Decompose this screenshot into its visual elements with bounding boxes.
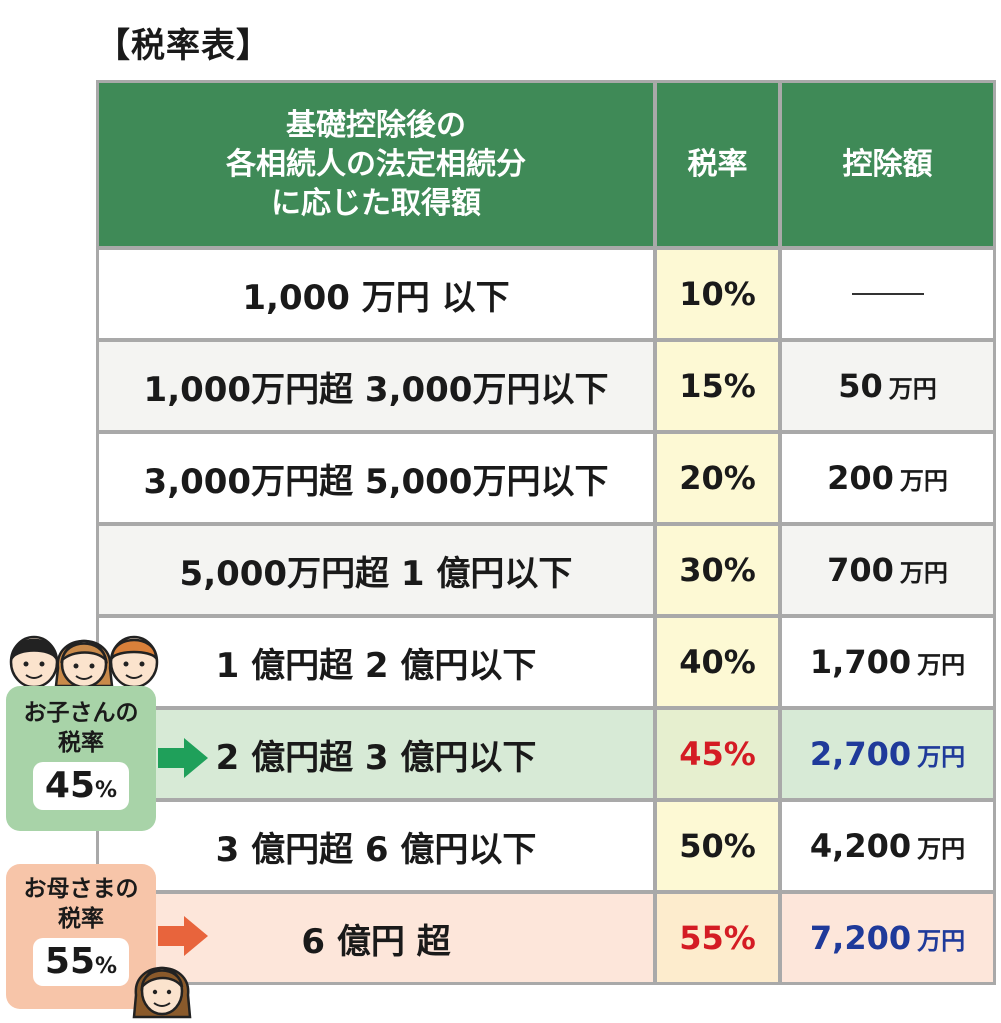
deduction-value: 7,200 (809, 919, 912, 957)
header-acquisition-amount: 基礎控除後の 各相続人の法定相続分 に応じた取得額 (99, 83, 653, 246)
row-rate: 20% (657, 434, 778, 522)
badge-value: 55% (33, 938, 129, 986)
badge-value: 45% (33, 762, 129, 810)
deduction-unit: 万円 (917, 742, 966, 771)
arrow-right-icon (158, 916, 208, 956)
row-amount: 1,000 万円 以下 (99, 250, 653, 338)
row-deduction: 4,200 万円 (782, 802, 993, 890)
row-deduction: 700 万円 (782, 526, 993, 614)
row-rate: 15% (657, 342, 778, 430)
mother-face-icon (132, 966, 192, 1019)
deduction-value: 1,700 (809, 643, 912, 681)
row-rate: 45% (657, 710, 778, 798)
mother-tax-rate-badge: お母さまの 税率 55% (6, 864, 156, 1009)
row-amount: 5,000万円超 1 億円以下 (99, 526, 653, 614)
row-deduction: 50 万円 (782, 342, 993, 430)
deduction-unit: 万円 (917, 834, 966, 863)
row-rate: 55% (657, 894, 778, 982)
header-tax-rate: 税率 (657, 83, 778, 246)
row-rate: 10% (657, 250, 778, 338)
deduction-unit: 万円 (917, 650, 966, 679)
deduction-unit: 万円 (888, 374, 937, 403)
row-deduction (782, 250, 993, 338)
row-rate: 30% (657, 526, 778, 614)
row-deduction: 2,700 万円 (782, 710, 993, 798)
deduction-value: 2,700 (809, 735, 912, 773)
badge-label: 税率 (58, 906, 104, 932)
header-line: 基礎控除後の (286, 108, 466, 143)
deduction-unit: 万円 (917, 926, 966, 955)
three-children-faces-icon (9, 635, 159, 689)
row-rate: 50% (657, 802, 778, 890)
row-amount: 3,000万円超 5,000万円以下 (99, 434, 653, 522)
header-line: 各相続人の法定相続分 (226, 147, 526, 182)
row-amount: 1,000万円超 3,000万円以下 (99, 342, 653, 430)
badge-label: 税率 (58, 730, 104, 756)
badge-number: 55 (44, 941, 96, 982)
row-deduction: 1,700 万円 (782, 618, 993, 706)
row-rate: 40% (657, 618, 778, 706)
deduction-value: 200 (827, 459, 894, 497)
deduction-value: 4,200 (809, 827, 912, 865)
row-deduction: 200 万円 (782, 434, 993, 522)
tax-rate-table: 基礎控除後の 各相続人の法定相続分 に応じた取得額 税率 控除額 1,000 万… (96, 80, 996, 985)
dash-icon (851, 293, 924, 295)
badge-label: お子さんの (23, 700, 139, 726)
badge-unit: % (95, 778, 118, 803)
badge-unit: % (95, 954, 118, 979)
deduction-unit: 万円 (899, 558, 948, 587)
child-tax-rate-badge: お子さんの 税率 45% (6, 686, 156, 831)
deduction-value: 700 (827, 551, 894, 589)
header-deduction: 控除額 (782, 83, 993, 246)
arrow-right-icon (158, 738, 208, 778)
row-amount: 3 億円超 6 億円以下 (99, 802, 653, 890)
badge-label: お母さまの (23, 876, 139, 902)
deduction-unit: 万円 (899, 466, 948, 495)
deduction-value: 50 (838, 367, 883, 405)
page-title: 【税率表】 (96, 26, 271, 66)
row-amount: 1 億円超 2 億円以下 (99, 618, 653, 706)
badge-number: 45 (44, 765, 96, 806)
row-deduction: 7,200 万円 (782, 894, 993, 982)
header-line: に応じた取得額 (271, 186, 481, 221)
